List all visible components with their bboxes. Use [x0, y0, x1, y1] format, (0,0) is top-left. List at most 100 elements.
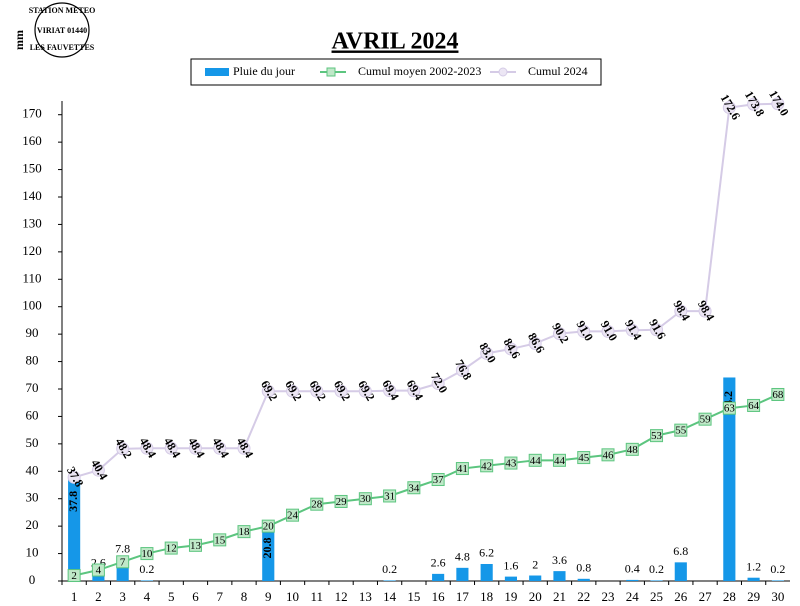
bar — [504, 576, 517, 581]
marker — [358, 384, 372, 398]
bar — [140, 580, 153, 581]
x-tick-label: 22 — [577, 589, 590, 604]
bar — [723, 377, 736, 581]
x-tick-label: 4 — [144, 589, 151, 604]
marker — [67, 569, 81, 583]
point-value-label: 42 — [481, 460, 492, 472]
point-value-label: 90.2 — [549, 320, 572, 345]
bar — [650, 580, 663, 581]
marker — [552, 327, 566, 341]
marker — [747, 97, 761, 111]
point-value-label: 69.2 — [355, 378, 378, 403]
y-tick-label: 160 — [22, 133, 42, 148]
point-value-label: 48.2 — [112, 436, 135, 461]
y-tick-label: 170 — [22, 106, 42, 121]
marker — [552, 453, 566, 467]
x-tick-label: 12 — [335, 589, 348, 604]
y-tick-label: 120 — [22, 243, 42, 258]
x-tick-label: 6 — [192, 589, 199, 604]
bar-value-label: 2.6 — [431, 556, 446, 570]
marker — [261, 384, 275, 398]
marker — [674, 423, 688, 437]
marker — [431, 377, 445, 391]
point-value-label: 64 — [748, 400, 760, 412]
point-value-label: 55 — [675, 425, 687, 437]
bar-value-label: 0.2 — [139, 562, 154, 576]
marker — [698, 412, 712, 426]
point-value-label: 48.4 — [234, 435, 257, 460]
point-value-label: 72.0 — [428, 370, 451, 395]
x-tick-label: 17 — [456, 589, 470, 604]
marker — [407, 384, 421, 398]
marker — [310, 384, 324, 398]
logo-text: LES FAUVETTES — [30, 43, 95, 52]
point-value-label: 98.4 — [671, 298, 694, 323]
marker — [213, 533, 227, 547]
bar-value-label: 4.8 — [455, 550, 470, 564]
legend-box — [190, 58, 602, 86]
bar-value-label: 6.8 — [673, 544, 688, 558]
y-axis-label: mm — [12, 30, 26, 50]
marker — [455, 462, 469, 476]
bar — [771, 580, 784, 581]
chart-title: AVRIL 2024 — [332, 29, 459, 55]
bar-value-label: 0.8 — [576, 561, 591, 575]
point-value-label: 41 — [457, 463, 468, 475]
point-value-label: 69.4 — [404, 377, 427, 402]
point-value-label: 15 — [214, 534, 226, 546]
marker — [601, 448, 615, 462]
bar-value-label: 1.2 — [746, 559, 761, 573]
marker — [286, 508, 300, 522]
marker — [504, 456, 518, 470]
point-value-label: 12 — [166, 543, 177, 555]
bar — [92, 573, 105, 581]
point-value-label: 46 — [603, 449, 615, 461]
y-tick-label: 130 — [22, 215, 42, 230]
point-value-label: 76.8 — [452, 357, 475, 382]
legend-swatch — [205, 68, 229, 76]
point-value-label: 84.6 — [501, 336, 524, 361]
marker — [504, 342, 518, 356]
marker — [480, 346, 494, 360]
bar-value-label: 7.8 — [115, 541, 130, 555]
y-tick-label: 140 — [22, 188, 42, 203]
y-tick-label: 110 — [22, 270, 41, 285]
marker — [771, 387, 785, 401]
bar — [383, 580, 396, 581]
point-value-label: 37 — [433, 474, 445, 486]
point-value-label: 44 — [530, 455, 542, 467]
point-value-label: 44 — [554, 455, 566, 467]
marker — [431, 473, 445, 487]
bar — [529, 575, 542, 581]
bar — [432, 573, 445, 581]
marker — [334, 494, 348, 508]
y-tick-label: 40 — [26, 462, 39, 477]
logo: STATION METEO VIRIAT 01440 LES FAUVETTES — [29, 2, 95, 58]
x-tick-label: 8 — [241, 589, 248, 604]
x-tick-label: 19 — [504, 589, 517, 604]
point-value-label: 91.0 — [598, 318, 621, 343]
y-tick-label: 20 — [26, 517, 39, 532]
point-value-label: 63 — [724, 403, 736, 415]
bar-value-label: 0.2 — [770, 562, 785, 576]
y-tick-label: 30 — [26, 490, 39, 505]
point-value-label: 48 — [627, 444, 639, 456]
bar-value-label: 0.4 — [625, 562, 640, 576]
point-value-label: 91.6 — [646, 317, 669, 342]
point-value-label: 20 — [263, 521, 275, 533]
point-value-label: 69.2 — [282, 378, 305, 403]
point-value-label: 4 — [96, 565, 102, 577]
y-tick-label: 60 — [26, 407, 39, 422]
y-tick-label: 150 — [22, 161, 42, 176]
point-value-label: 86.6 — [525, 330, 548, 355]
y-tick-label: 100 — [22, 298, 42, 313]
point-value-label: 48.4 — [185, 435, 208, 460]
legend-marker — [326, 67, 336, 77]
marker — [528, 453, 542, 467]
marker — [358, 492, 372, 506]
marker — [601, 324, 615, 338]
bar — [553, 571, 566, 581]
line — [73, 102, 778, 479]
point-value-label: 83.0 — [476, 340, 499, 365]
x-tick-label: 29 — [747, 589, 760, 604]
